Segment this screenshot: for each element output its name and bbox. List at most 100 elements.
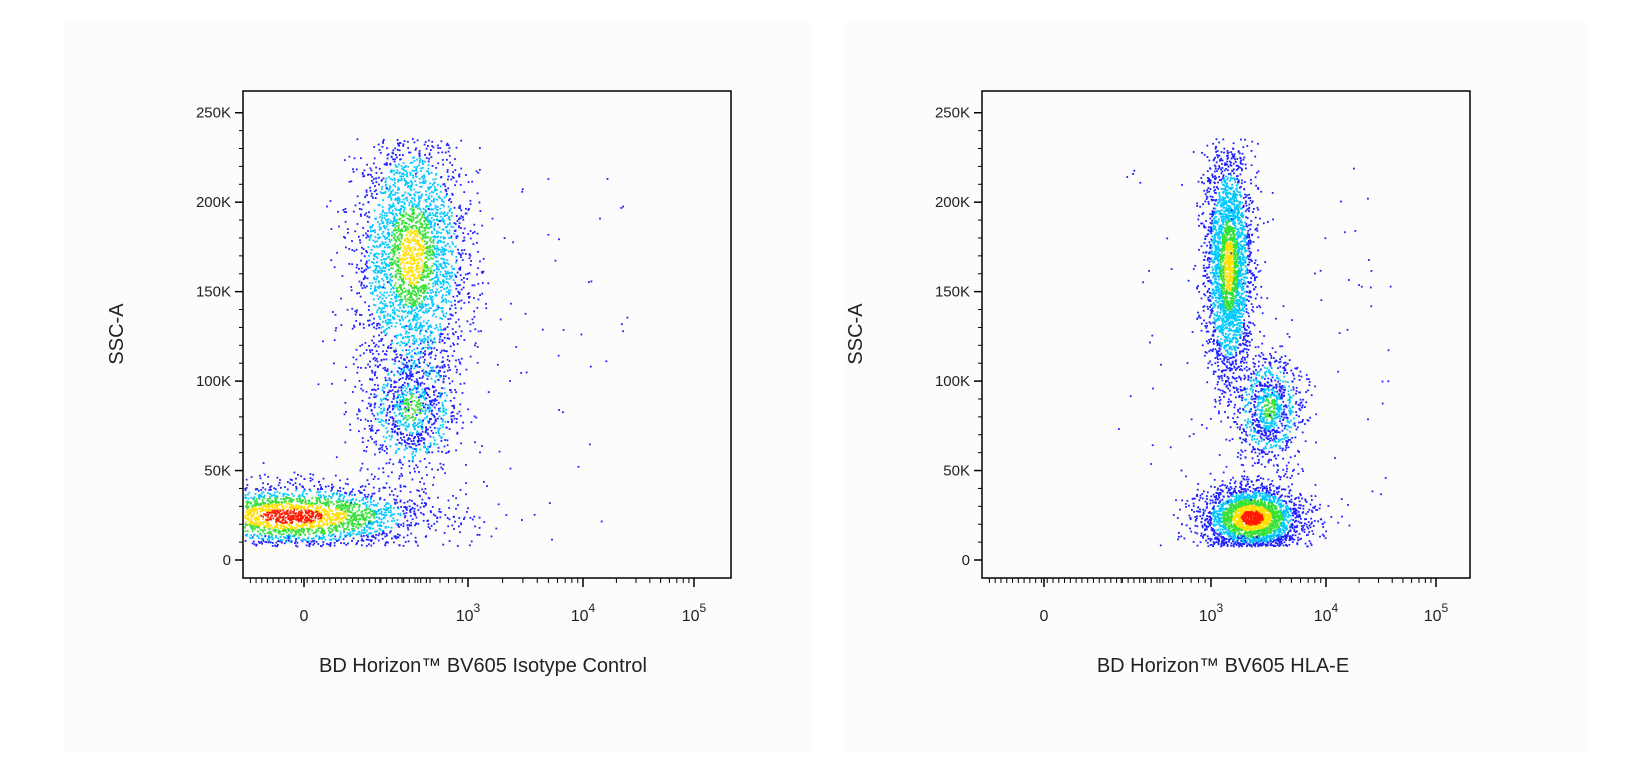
- event-point: [406, 172, 408, 175]
- event-point: [403, 248, 406, 250]
- event-point: [268, 531, 270, 533]
- event-point: [419, 448, 422, 451]
- event-point: [275, 504, 278, 507]
- event-point: [418, 230, 421, 233]
- event-point: [373, 492, 376, 495]
- event-point: [406, 439, 409, 441]
- event-point: [281, 523, 284, 526]
- event-point: [425, 219, 427, 221]
- event-point: [363, 529, 365, 531]
- event-point: [269, 497, 271, 500]
- event-point: [419, 460, 422, 463]
- event-point: [399, 353, 402, 356]
- event-point: [444, 189, 447, 191]
- event-point: [447, 263, 450, 265]
- event-point: [393, 250, 396, 253]
- event-point: [373, 246, 376, 248]
- event-point: [374, 345, 377, 348]
- event-point: [391, 294, 393, 296]
- event-point: [398, 475, 401, 478]
- event-point: [396, 169, 399, 172]
- event-point: [265, 526, 267, 529]
- event-point: [387, 407, 389, 410]
- event-point: [374, 229, 376, 232]
- event-point: [452, 495, 454, 497]
- event-point: [473, 297, 475, 299]
- event-point: [310, 502, 312, 505]
- event-point: [260, 508, 262, 511]
- event-point: [398, 379, 400, 381]
- event-point: [388, 203, 391, 206]
- event-point: [451, 405, 454, 407]
- event-point: [336, 525, 339, 528]
- event-point: [286, 513, 289, 515]
- event-point: [294, 540, 297, 543]
- event-point: [409, 416, 412, 419]
- event-point: [439, 185, 442, 188]
- event-point: [374, 389, 377, 392]
- event-point: [432, 240, 435, 242]
- event-point: [247, 493, 249, 496]
- event-point: [291, 507, 293, 510]
- event-point: [407, 418, 409, 421]
- event-point: [383, 317, 386, 319]
- event-point: [283, 507, 286, 510]
- event-point: [406, 508, 408, 511]
- event-point: [421, 176, 423, 178]
- event-point: [401, 391, 403, 394]
- event-point: [445, 278, 448, 280]
- event-point: [269, 516, 272, 519]
- event-point: [435, 274, 438, 277]
- event-point: [482, 258, 485, 260]
- event-point: [308, 488, 311, 491]
- event-point: [358, 509, 360, 511]
- event-point: [360, 514, 363, 516]
- event-point: [415, 184, 418, 186]
- event-point: [419, 356, 422, 359]
- event-point: [357, 366, 359, 369]
- event-point: [419, 274, 421, 277]
- event-point: [408, 499, 411, 502]
- event-point: [265, 522, 268, 524]
- event-point: [422, 181, 425, 184]
- event-point: [244, 489, 247, 492]
- event-point: [271, 511, 274, 514]
- event-point: [386, 147, 388, 150]
- event-point: [438, 395, 440, 398]
- event-point: [400, 442, 403, 445]
- event-point: [343, 522, 346, 525]
- event-point: [315, 528, 318, 531]
- event-point: [352, 498, 354, 500]
- event-point: [426, 242, 428, 245]
- event-point: [389, 278, 392, 281]
- event-point: [422, 491, 425, 493]
- event-point: [418, 177, 421, 180]
- event-point: [320, 516, 323, 518]
- event-point: [318, 504, 321, 507]
- event-point: [399, 267, 401, 270]
- event-point: [425, 416, 428, 419]
- event-point: [324, 512, 327, 515]
- event-point: [413, 166, 416, 168]
- event-point: [288, 524, 290, 527]
- event-point: [473, 415, 476, 418]
- event-point: [422, 352, 425, 354]
- event-point: [414, 417, 417, 419]
- event-point: [391, 262, 394, 265]
- event-point: [423, 229, 426, 232]
- event-point: [357, 489, 360, 492]
- event-point: [358, 408, 360, 411]
- event-point: [449, 285, 452, 288]
- event-point: [343, 236, 345, 238]
- event-point: [418, 157, 421, 160]
- event-point: [268, 518, 271, 521]
- event-point: [397, 196, 399, 199]
- event-point: [433, 414, 435, 417]
- event-point: [425, 387, 427, 390]
- event-point: [300, 508, 303, 510]
- event-point: [278, 492, 281, 494]
- event-point: [352, 488, 354, 491]
- event-point: [447, 187, 450, 190]
- event-point: [333, 492, 335, 495]
- event-point: [279, 520, 281, 523]
